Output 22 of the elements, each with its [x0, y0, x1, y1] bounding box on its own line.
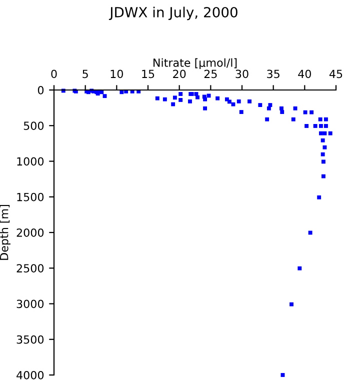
- x-tick-label: 20: [173, 70, 186, 78]
- chart-title: JDWX in July, 2000: [108, 6, 238, 20]
- y-tick-label: 2500: [16, 264, 44, 273]
- x-tick-label: 10: [110, 70, 123, 78]
- y-tick-label: 4000: [16, 370, 44, 380]
- y-tick-label: 3500: [16, 335, 44, 344]
- y-tick-label: 0: [38, 86, 44, 94]
- x-tick-label: 5: [82, 70, 88, 78]
- x-tick-label: 45: [329, 70, 342, 78]
- y-tick-label: 3000: [16, 300, 44, 308]
- x-tick-label: 0: [51, 70, 57, 78]
- x-tick-label: 30: [236, 70, 248, 78]
- y-tick-label: 1000: [17, 157, 44, 166]
- x-tick-label: 25: [204, 70, 217, 78]
- x-tick-label: 40: [298, 70, 311, 78]
- y-tick-label: 2000: [16, 228, 44, 237]
- x-tick-label: 35: [267, 70, 280, 78]
- y-axis-title: Depth [m]: [0, 205, 10, 260]
- y-tick-label: 500: [24, 122, 44, 130]
- x-axis-title: Nitrate [µmol/l]: [154, 58, 237, 70]
- y-tick-label: 1500: [17, 192, 44, 202]
- x-tick-label: 15: [142, 70, 154, 78]
